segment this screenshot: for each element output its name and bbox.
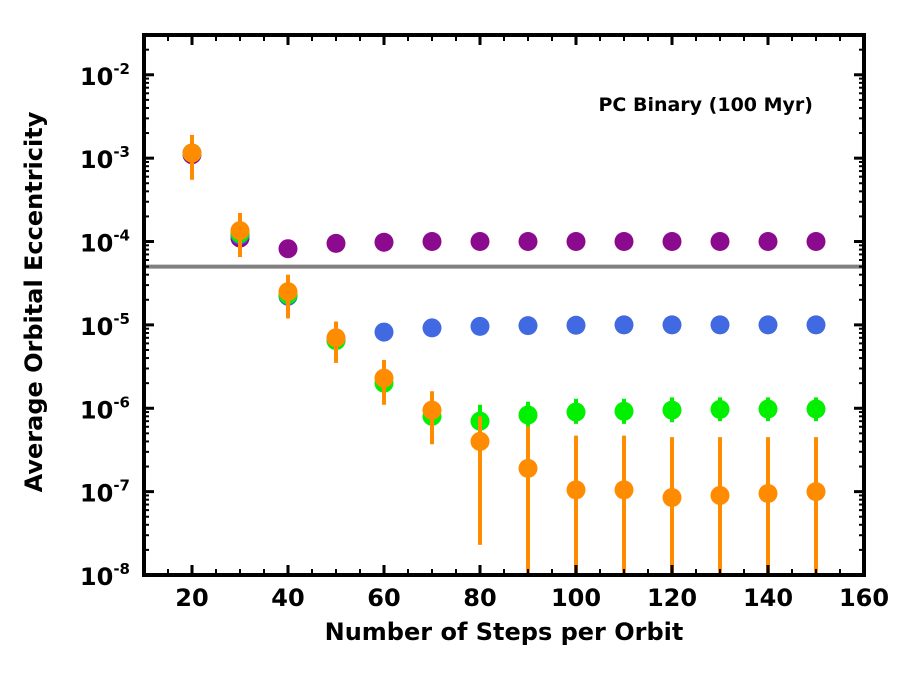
series-purple xyxy=(182,145,826,259)
point-blue xyxy=(662,315,682,335)
x-tick-label: 20 xyxy=(175,584,208,612)
point-orange xyxy=(710,485,730,505)
point-blue xyxy=(614,315,634,335)
point-purple xyxy=(614,232,634,252)
annotation: PC Binary (100 Myr) xyxy=(598,94,813,116)
point-purple xyxy=(422,232,442,252)
point-blue xyxy=(470,316,490,336)
point-orange xyxy=(518,458,538,478)
point-purple xyxy=(470,232,490,252)
y-tick-label: 10-3 xyxy=(80,143,130,174)
point-blue xyxy=(566,315,586,335)
point-orange xyxy=(374,368,394,388)
x-tick-label: 140 xyxy=(743,584,793,612)
x-axis-title: Number of Steps per Orbit xyxy=(325,618,684,646)
data-layer xyxy=(182,134,826,575)
y-tick-label: 10-2 xyxy=(80,60,130,91)
x-tick-label: 40 xyxy=(271,584,304,612)
point-green xyxy=(614,401,634,421)
series-orange xyxy=(182,134,826,575)
point-purple xyxy=(662,232,682,252)
y-tick-label: 10-4 xyxy=(80,227,130,258)
point-green xyxy=(710,399,730,419)
point-purple xyxy=(278,239,298,259)
y-tick-label: 10-5 xyxy=(80,310,130,341)
point-blue xyxy=(422,318,442,338)
y-axis-title: Average Orbital Eccentricity xyxy=(20,111,48,492)
point-blue xyxy=(710,315,730,335)
y-tick-label: 10-6 xyxy=(80,393,130,424)
point-orange xyxy=(470,431,490,451)
point-orange xyxy=(422,400,442,420)
point-orange xyxy=(806,482,826,502)
point-orange xyxy=(662,488,682,508)
point-purple xyxy=(374,232,394,252)
point-purple xyxy=(326,233,346,253)
axes-layer: 20 40 60 80 100 120 140 160 10-8 10-7 10-6 10-5 10-4… xyxy=(80,33,889,612)
plot-frame xyxy=(142,33,866,577)
point-orange xyxy=(182,143,202,163)
point-purple xyxy=(758,232,778,252)
point-green xyxy=(566,402,586,422)
x-tick-label: 60 xyxy=(367,584,400,612)
x-tick-label: 120 xyxy=(647,584,697,612)
point-blue xyxy=(758,315,778,335)
point-purple xyxy=(566,232,586,252)
point-purple xyxy=(518,232,538,252)
point-green xyxy=(806,399,826,419)
point-orange xyxy=(758,483,778,503)
x-tick-label: 80 xyxy=(463,584,496,612)
point-blue xyxy=(806,315,826,335)
y-tick-label: 10-7 xyxy=(80,477,130,508)
x-tick-label: 160 xyxy=(839,584,889,612)
point-green xyxy=(518,405,538,425)
point-orange xyxy=(326,328,346,348)
point-purple xyxy=(806,232,826,252)
point-blue xyxy=(374,322,394,342)
point-orange xyxy=(230,221,250,241)
point-orange xyxy=(278,282,298,302)
y-tick-label: 10-8 xyxy=(80,560,130,591)
point-purple xyxy=(710,232,730,252)
point-green xyxy=(662,400,682,420)
point-orange xyxy=(566,480,586,500)
x-tick-label: 100 xyxy=(551,584,601,612)
point-green xyxy=(758,399,778,419)
series-green xyxy=(182,143,826,434)
point-blue xyxy=(518,316,538,336)
point-orange xyxy=(614,480,634,500)
